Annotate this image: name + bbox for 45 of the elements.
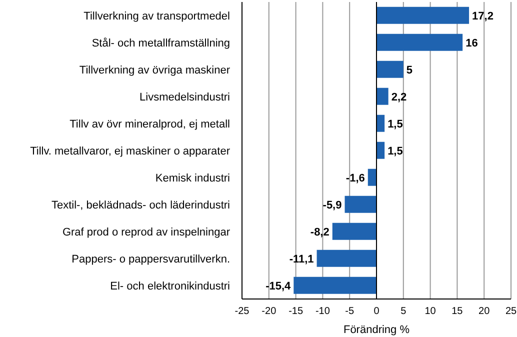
bar [368, 168, 376, 186]
data-label: 1,5 [388, 118, 403, 130]
bar [376, 6, 470, 24]
x-tick-label: -20 [262, 306, 277, 318]
data-label: -8,2 [310, 226, 330, 238]
data-label: 1,5 [388, 145, 403, 158]
bar [376, 114, 385, 132]
bar [376, 34, 463, 51]
bar [316, 250, 376, 267]
bar [344, 196, 376, 213]
x-tick-label: 5 [400, 306, 407, 318]
data-label: 2,2 [391, 91, 407, 104]
data-label: -11,1 [289, 253, 314, 266]
data-label: 17,2 [472, 10, 494, 22]
x-tick-label: 25 [505, 306, 517, 318]
y-tick-label: Tillverkning av transportmedel [84, 10, 230, 22]
x-tick-label: -15 [288, 306, 304, 318]
data-label: -1,6 [346, 172, 365, 184]
data-label: -15,4 [266, 280, 292, 292]
y-tick-label: Tillv av övr mineralprod, ej metall [70, 118, 230, 130]
data-label: -5,9 [322, 199, 342, 212]
y-tick-label: Tillv. metallvaror, ej maskiner o apparater [30, 146, 230, 158]
y-tick-label: Tillverkning av övriga maskiner [79, 64, 230, 76]
x-tick-label: 10 [424, 306, 436, 318]
x-tick-label: 20 [478, 306, 490, 318]
y-tick-label: El- och elektronikindustri [110, 280, 230, 292]
y-tick-label: Kemisk industri [155, 172, 230, 184]
x-tick-label: -25 [234, 306, 250, 318]
bar [376, 88, 388, 105]
y-tick-label: Graf prod o reprod av inspelningar [62, 226, 230, 238]
y-tick-label: Textil-, beklädnads- och läderindustri [51, 200, 230, 212]
y-tick-label: Pappers- o pappersvarutillverkn. [72, 254, 230, 266]
bar [376, 142, 385, 159]
x-tick-label: 0 [374, 306, 380, 318]
x-tick-label: -10 [315, 306, 330, 318]
bar [376, 60, 404, 78]
bar [294, 276, 376, 294]
data-label: 5 [406, 64, 413, 76]
data-label: 16 [466, 37, 478, 50]
y-tick-label: Stål- och metallframställning [92, 38, 230, 50]
bar [332, 222, 376, 240]
x-tick-label: -5 [345, 306, 354, 318]
x-axis-title: Förändring % [343, 324, 410, 336]
x-tick-label: 15 [452, 306, 464, 318]
y-tick-label: Livsmedelsindustri [140, 92, 230, 104]
